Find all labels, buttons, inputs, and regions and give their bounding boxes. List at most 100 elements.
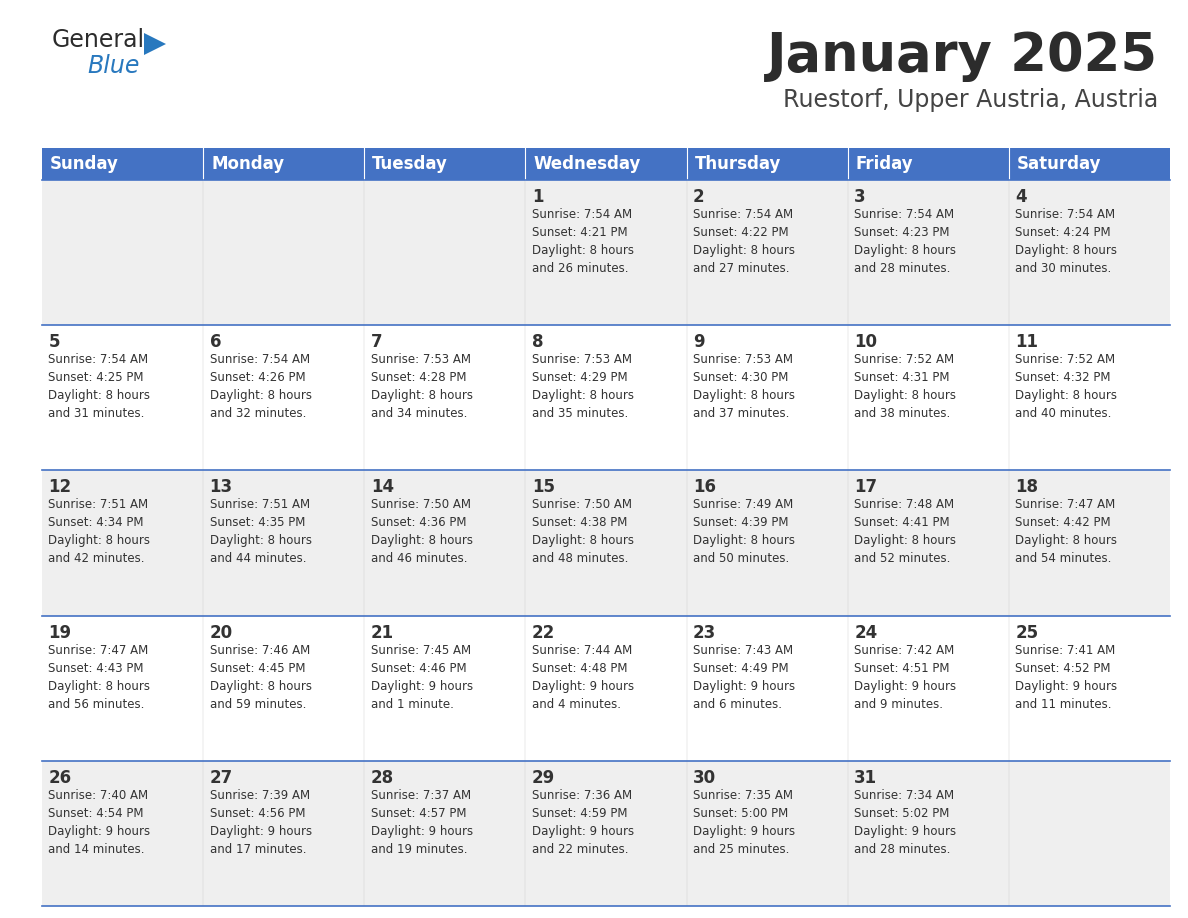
Text: 7: 7 [371,333,383,352]
Text: Sunrise: 7:54 AM
Sunset: 4:22 PM
Daylight: 8 hours
and 27 minutes.: Sunrise: 7:54 AM Sunset: 4:22 PM Dayligh… [693,208,795,275]
Text: Ruestorf, Upper Austria, Austria: Ruestorf, Upper Austria, Austria [783,88,1158,112]
Bar [848,761,1009,906]
Bar [1009,148,1170,180]
Text: 4: 4 [1016,188,1026,206]
Bar [848,325,1009,470]
Text: Sunrise: 7:53 AM
Sunset: 4:28 PM
Daylight: 8 hours
and 34 minutes.: Sunrise: 7:53 AM Sunset: 4:28 PM Dayligh… [371,353,473,420]
Polygon shape [144,33,166,55]
Bar [203,616,365,761]
Text: 23: 23 [693,623,716,642]
Text: Sunrise: 7:52 AM
Sunset: 4:31 PM
Daylight: 8 hours
and 38 minutes.: Sunrise: 7:52 AM Sunset: 4:31 PM Dayligh… [854,353,956,420]
Bar [42,325,203,470]
Text: Sunrise: 7:44 AM
Sunset: 4:48 PM
Daylight: 9 hours
and 4 minutes.: Sunrise: 7:44 AM Sunset: 4:48 PM Dayligh… [532,644,634,711]
Text: 24: 24 [854,623,878,642]
Text: 18: 18 [1016,478,1038,497]
Bar [525,470,687,616]
Bar [203,325,365,470]
Bar [525,325,687,470]
Text: Sunrise: 7:39 AM
Sunset: 4:56 PM
Daylight: 9 hours
and 17 minutes.: Sunrise: 7:39 AM Sunset: 4:56 PM Dayligh… [209,789,311,856]
Bar [365,470,525,616]
Bar [687,180,848,325]
Text: 28: 28 [371,768,394,787]
Text: 20: 20 [209,623,233,642]
Bar [1009,180,1170,325]
Text: 2: 2 [693,188,704,206]
Bar [687,148,848,180]
Text: 27: 27 [209,768,233,787]
Text: Sunrise: 7:37 AM
Sunset: 4:57 PM
Daylight: 9 hours
and 19 minutes.: Sunrise: 7:37 AM Sunset: 4:57 PM Dayligh… [371,789,473,856]
Bar [525,148,687,180]
Text: 8: 8 [532,333,543,352]
Text: Sunrise: 7:35 AM
Sunset: 5:00 PM
Daylight: 9 hours
and 25 minutes.: Sunrise: 7:35 AM Sunset: 5:00 PM Dayligh… [693,789,795,856]
Text: 29: 29 [532,768,555,787]
Text: Sunrise: 7:43 AM
Sunset: 4:49 PM
Daylight: 9 hours
and 6 minutes.: Sunrise: 7:43 AM Sunset: 4:49 PM Dayligh… [693,644,795,711]
Text: Sunrise: 7:34 AM
Sunset: 5:02 PM
Daylight: 9 hours
and 28 minutes.: Sunrise: 7:34 AM Sunset: 5:02 PM Dayligh… [854,789,956,856]
Bar [525,180,687,325]
Text: Sunrise: 7:41 AM
Sunset: 4:52 PM
Daylight: 9 hours
and 11 minutes.: Sunrise: 7:41 AM Sunset: 4:52 PM Dayligh… [1016,644,1118,711]
Bar [1009,325,1170,470]
Text: Sunrise: 7:51 AM
Sunset: 4:35 PM
Daylight: 8 hours
and 44 minutes.: Sunrise: 7:51 AM Sunset: 4:35 PM Dayligh… [209,498,311,565]
Text: Sunrise: 7:54 AM
Sunset: 4:24 PM
Daylight: 8 hours
and 30 minutes.: Sunrise: 7:54 AM Sunset: 4:24 PM Dayligh… [1016,208,1117,275]
Text: Sunrise: 7:54 AM
Sunset: 4:25 PM
Daylight: 8 hours
and 31 minutes.: Sunrise: 7:54 AM Sunset: 4:25 PM Dayligh… [49,353,151,420]
Bar [42,180,203,325]
Text: Sunrise: 7:50 AM
Sunset: 4:36 PM
Daylight: 8 hours
and 46 minutes.: Sunrise: 7:50 AM Sunset: 4:36 PM Dayligh… [371,498,473,565]
Text: Friday: Friday [855,155,914,173]
Bar [525,761,687,906]
Text: Sunrise: 7:48 AM
Sunset: 4:41 PM
Daylight: 8 hours
and 52 minutes.: Sunrise: 7:48 AM Sunset: 4:41 PM Dayligh… [854,498,956,565]
Text: Blue: Blue [87,54,139,78]
Bar [365,761,525,906]
Text: Sunrise: 7:40 AM
Sunset: 4:54 PM
Daylight: 9 hours
and 14 minutes.: Sunrise: 7:40 AM Sunset: 4:54 PM Dayligh… [49,789,151,856]
Text: Tuesday: Tuesday [372,155,448,173]
Text: Monday: Monday [211,155,284,173]
Bar [848,470,1009,616]
Text: Sunrise: 7:50 AM
Sunset: 4:38 PM
Daylight: 8 hours
and 48 minutes.: Sunrise: 7:50 AM Sunset: 4:38 PM Dayligh… [532,498,634,565]
Text: Sunrise: 7:54 AM
Sunset: 4:26 PM
Daylight: 8 hours
and 32 minutes.: Sunrise: 7:54 AM Sunset: 4:26 PM Dayligh… [209,353,311,420]
Bar [1009,761,1170,906]
Text: Sunrise: 7:36 AM
Sunset: 4:59 PM
Daylight: 9 hours
and 22 minutes.: Sunrise: 7:36 AM Sunset: 4:59 PM Dayligh… [532,789,634,856]
Text: 17: 17 [854,478,877,497]
Text: General: General [52,28,145,52]
Bar [365,616,525,761]
Bar [203,148,365,180]
Text: Sunrise: 7:51 AM
Sunset: 4:34 PM
Daylight: 8 hours
and 42 minutes.: Sunrise: 7:51 AM Sunset: 4:34 PM Dayligh… [49,498,151,565]
Text: 1: 1 [532,188,543,206]
Text: 25: 25 [1016,623,1038,642]
Text: Saturday: Saturday [1017,155,1101,173]
Bar [42,616,203,761]
Text: 16: 16 [693,478,716,497]
Text: Sunrise: 7:46 AM
Sunset: 4:45 PM
Daylight: 8 hours
and 59 minutes.: Sunrise: 7:46 AM Sunset: 4:45 PM Dayligh… [209,644,311,711]
Bar [687,616,848,761]
Text: 19: 19 [49,623,71,642]
Bar [848,616,1009,761]
Text: 15: 15 [532,478,555,497]
Text: 5: 5 [49,333,59,352]
Bar [1009,616,1170,761]
Text: Sunrise: 7:47 AM
Sunset: 4:43 PM
Daylight: 8 hours
and 56 minutes.: Sunrise: 7:47 AM Sunset: 4:43 PM Dayligh… [49,644,151,711]
Text: Sunrise: 7:53 AM
Sunset: 4:30 PM
Daylight: 8 hours
and 37 minutes.: Sunrise: 7:53 AM Sunset: 4:30 PM Dayligh… [693,353,795,420]
Text: 3: 3 [854,188,866,206]
Text: Wednesday: Wednesday [533,155,640,173]
Text: 22: 22 [532,623,555,642]
Text: Sunrise: 7:54 AM
Sunset: 4:23 PM
Daylight: 8 hours
and 28 minutes.: Sunrise: 7:54 AM Sunset: 4:23 PM Dayligh… [854,208,956,275]
Text: Sunday: Sunday [50,155,119,173]
Bar [687,470,848,616]
Bar [365,148,525,180]
Text: Sunrise: 7:49 AM
Sunset: 4:39 PM
Daylight: 8 hours
and 50 minutes.: Sunrise: 7:49 AM Sunset: 4:39 PM Dayligh… [693,498,795,565]
Bar [203,761,365,906]
Text: Sunrise: 7:54 AM
Sunset: 4:21 PM
Daylight: 8 hours
and 26 minutes.: Sunrise: 7:54 AM Sunset: 4:21 PM Dayligh… [532,208,634,275]
Text: Sunrise: 7:45 AM
Sunset: 4:46 PM
Daylight: 9 hours
and 1 minute.: Sunrise: 7:45 AM Sunset: 4:46 PM Dayligh… [371,644,473,711]
Text: Sunrise: 7:52 AM
Sunset: 4:32 PM
Daylight: 8 hours
and 40 minutes.: Sunrise: 7:52 AM Sunset: 4:32 PM Dayligh… [1016,353,1117,420]
Text: 6: 6 [209,333,221,352]
Text: Sunrise: 7:53 AM
Sunset: 4:29 PM
Daylight: 8 hours
and 35 minutes.: Sunrise: 7:53 AM Sunset: 4:29 PM Dayligh… [532,353,634,420]
Text: 12: 12 [49,478,71,497]
Bar [848,148,1009,180]
Bar [525,616,687,761]
Text: 14: 14 [371,478,394,497]
Bar [42,470,203,616]
Text: 31: 31 [854,768,877,787]
Text: Sunrise: 7:42 AM
Sunset: 4:51 PM
Daylight: 9 hours
and 9 minutes.: Sunrise: 7:42 AM Sunset: 4:51 PM Dayligh… [854,644,956,711]
Bar [848,180,1009,325]
Bar [687,761,848,906]
Text: 30: 30 [693,768,716,787]
Bar [365,180,525,325]
